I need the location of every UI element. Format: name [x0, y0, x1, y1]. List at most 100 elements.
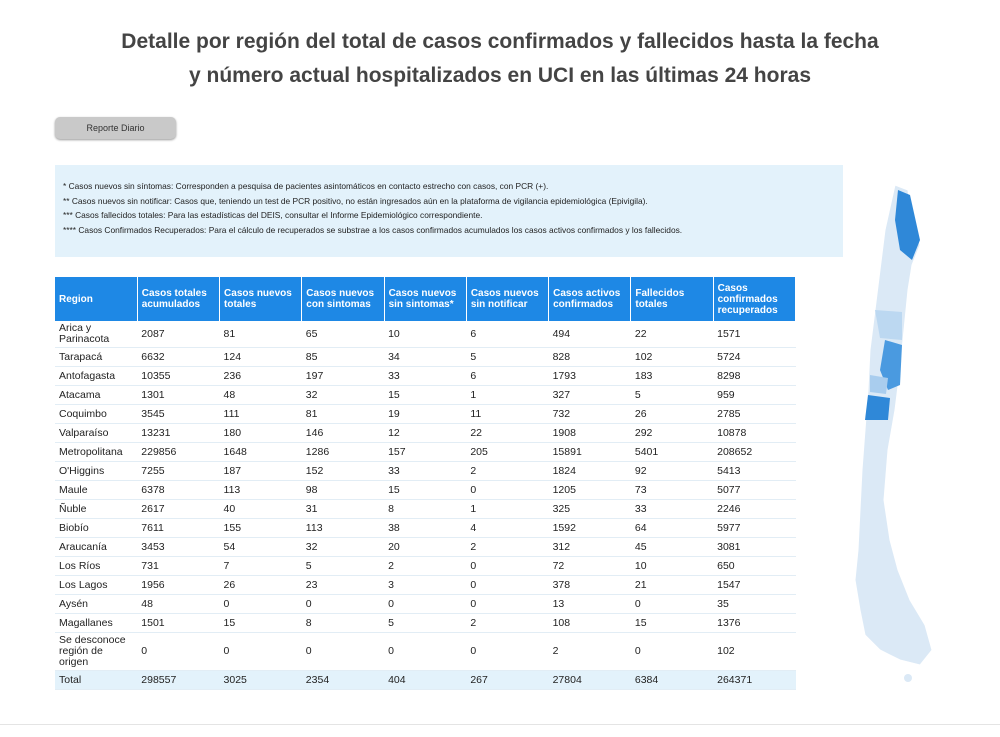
number-cell: 292: [630, 423, 714, 443]
number-cell: 2: [466, 613, 549, 633]
number-cell: 6378: [137, 480, 220, 500]
number-cell: 180: [219, 423, 302, 443]
region-cell: Biobío: [55, 518, 138, 538]
number-cell: 3025: [219, 670, 302, 690]
number-cell: 8: [384, 499, 467, 519]
number-cell: 38: [384, 518, 467, 538]
number-cell: 5413: [713, 461, 796, 481]
number-cell: 4: [466, 518, 549, 538]
number-cell: 229856: [137, 442, 220, 462]
number-cell: 146: [301, 423, 385, 443]
number-cell: 48: [219, 385, 302, 405]
number-cell: 0: [137, 632, 220, 671]
number-cell: 0: [301, 632, 385, 671]
region-cell: Antofagasta: [55, 366, 138, 386]
note-line: *** Casos fallecidos totales: Para las e…: [63, 210, 483, 220]
number-cell: 15: [384, 480, 467, 500]
map-region: [880, 340, 902, 390]
number-cell: 34: [384, 347, 467, 367]
number-cell: 5: [466, 347, 549, 367]
region-cell: Magallanes: [55, 613, 138, 633]
number-cell: 6384: [630, 670, 714, 690]
column-header: Casos confirmados recuperados: [713, 277, 797, 321]
number-cell: 111: [219, 404, 302, 424]
report-button[interactable]: Reporte Diario: [55, 117, 176, 139]
number-cell: 10: [630, 556, 714, 576]
number-cell: 113: [219, 480, 302, 500]
title-line: y número actual hospitalizados en UCI en…: [188, 64, 811, 87]
region-cell: Se desconoce región de origen: [55, 632, 138, 671]
number-cell: 5: [301, 556, 385, 576]
number-cell: 32: [301, 385, 385, 405]
number-cell: 0: [384, 632, 467, 671]
number-cell: 40: [219, 499, 302, 519]
number-cell: 0: [219, 632, 302, 671]
column-header: Casos nuevos con sintomas: [301, 277, 385, 321]
number-cell: 1793: [548, 366, 631, 386]
number-cell: 5401: [630, 442, 714, 462]
number-cell: 11: [466, 404, 549, 424]
number-cell: 15: [384, 385, 467, 405]
number-cell: 2354: [301, 670, 385, 690]
number-cell: 13: [548, 594, 631, 614]
number-cell: 0: [301, 594, 385, 614]
number-cell: 22: [466, 423, 549, 443]
map-shape: [854, 184, 933, 666]
region-cell: Tarapacá: [55, 347, 138, 367]
table-row: Metropolitana 229856 1648 1286 157 205 15891 54…: [55, 442, 796, 462]
number-cell: 2: [466, 537, 549, 557]
region-cell: Arica y Parinacota: [55, 321, 138, 348]
number-cell: 85: [301, 347, 385, 367]
table-row: Total 298557 3025 2354 404 267 27804 6384 264371: [55, 670, 796, 690]
table-row: Magallanes 1501 15 8 5 2 108 15 1376: [55, 613, 796, 633]
number-cell: 0: [466, 575, 549, 595]
number-cell: 81: [219, 321, 302, 348]
number-cell: 264371: [713, 670, 796, 690]
number-cell: 1286: [301, 442, 385, 462]
number-cell: 0: [630, 632, 714, 671]
number-cell: 6632: [137, 347, 220, 367]
number-cell: 15: [630, 613, 714, 633]
number-cell: 15: [219, 613, 302, 633]
column-header: Casos nuevos sin sintomas*: [384, 277, 467, 321]
table-row: Arica y Parinacota 2087 81 65 10 6 494 22 1571: [55, 321, 796, 348]
number-cell: 33: [384, 366, 467, 386]
region-cell: Metropolitana: [55, 442, 138, 462]
number-cell: 236: [219, 366, 302, 386]
number-cell: 0: [466, 632, 549, 671]
region-cell: O'Higgins: [55, 461, 138, 481]
number-cell: 3545: [137, 404, 220, 424]
chile-map: [854, 184, 933, 682]
number-cell: 5: [630, 385, 714, 405]
number-cell: 20: [384, 537, 467, 557]
number-cell: 267: [466, 670, 549, 690]
number-cell: 1592: [548, 518, 631, 538]
number-cell: 2: [548, 632, 631, 671]
number-cell: 23: [301, 575, 385, 595]
table-row: Biobío 7611 155 113 38 4 1592 64 5977: [55, 518, 796, 538]
table-row: Antofagasta 10355 236 197 33 6 1793 183 8298: [55, 366, 796, 386]
number-cell: 2: [466, 461, 549, 481]
number-cell: 155: [219, 518, 302, 538]
number-cell: 1908: [548, 423, 631, 443]
number-cell: 157: [384, 442, 467, 462]
region-cell: Coquimbo: [55, 404, 138, 424]
number-cell: 81: [301, 404, 385, 424]
number-cell: 48: [137, 594, 220, 614]
number-cell: 0: [466, 480, 549, 500]
column-header: Casos activos confirmados: [548, 277, 632, 321]
number-cell: 325: [548, 499, 631, 519]
number-cell: 1571: [713, 321, 796, 348]
table-row: Coquimbo 3545 111 81 19 11 732 26 2785: [55, 404, 796, 424]
number-cell: 12: [384, 423, 467, 443]
number-cell: 10: [384, 321, 467, 348]
number-cell: 0: [630, 594, 714, 614]
number-cell: 8298: [713, 366, 796, 386]
map-island: [904, 674, 912, 682]
footer-line: [0, 724, 1000, 725]
number-cell: 7255: [137, 461, 220, 481]
number-cell: 183: [630, 366, 714, 386]
number-cell: 0: [219, 594, 302, 614]
number-cell: 26: [219, 575, 302, 595]
